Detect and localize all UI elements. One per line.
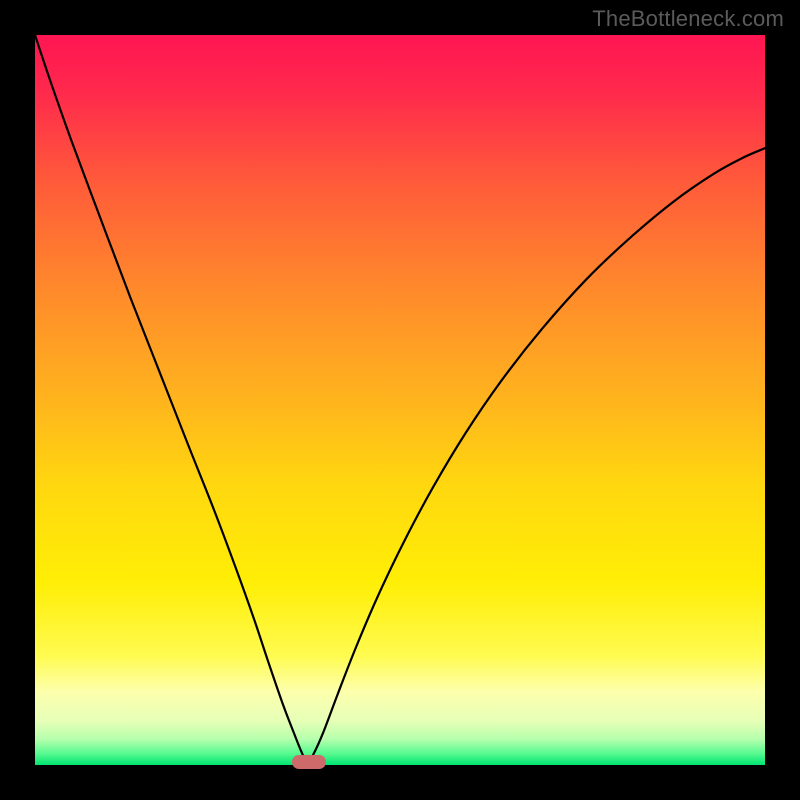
plot-area [35, 35, 765, 765]
optimal-marker [292, 755, 326, 769]
gradient-background [35, 35, 765, 765]
watermark-text: TheBottleneck.com [592, 6, 784, 32]
chart-frame: TheBottleneck.com [0, 0, 800, 800]
